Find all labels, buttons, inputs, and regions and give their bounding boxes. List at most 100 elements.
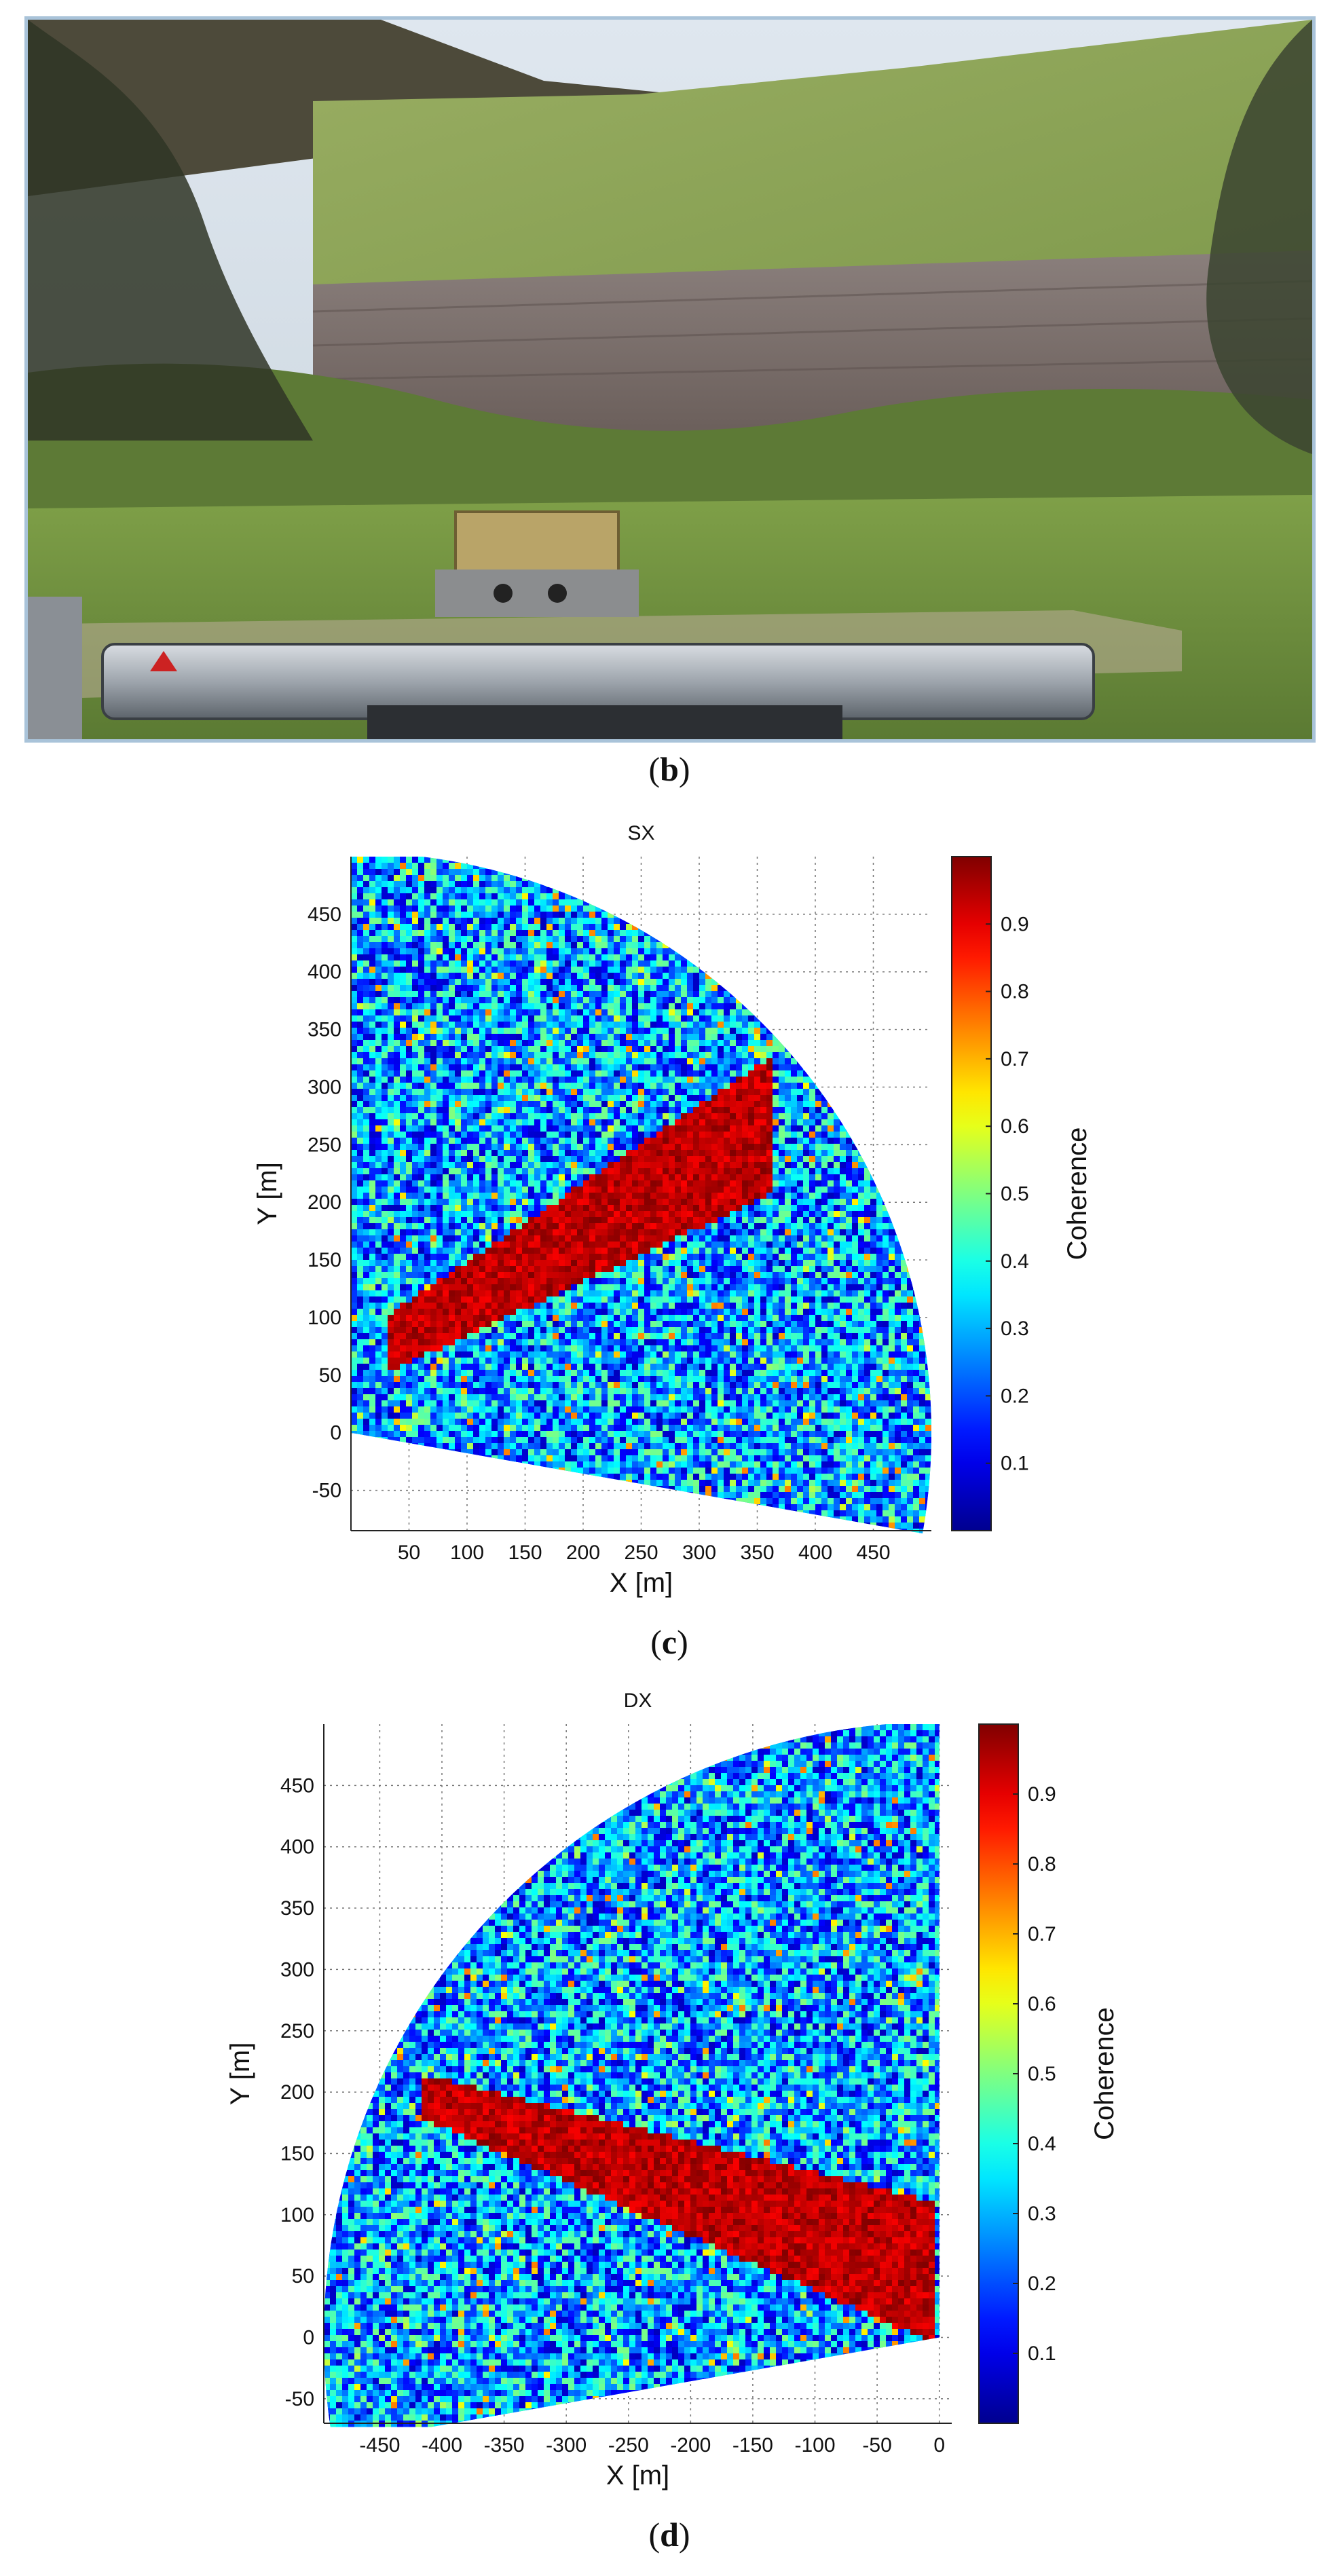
coherence-cell	[589, 979, 596, 986]
coherence-cell	[840, 1028, 847, 1034]
coherence-cell	[357, 1132, 364, 1138]
coherence-cell	[473, 1034, 480, 1041]
coherence-cell	[388, 1125, 394, 1132]
coherence-cell	[724, 893, 730, 900]
coherence-cell	[546, 906, 553, 912]
coherence-cell	[742, 997, 749, 1004]
coherence-cell	[375, 1070, 382, 1077]
coherence-cell	[852, 1095, 859, 1102]
coherence-cell	[583, 1119, 590, 1126]
coherence-cell	[443, 1022, 449, 1028]
coherence-cell	[711, 1009, 718, 1016]
coherence-cell	[742, 1168, 749, 1175]
coherence-cell	[699, 1077, 706, 1083]
coherence-cell	[766, 1009, 773, 1016]
coherence-cell	[876, 1125, 883, 1132]
coherence-cell	[406, 1046, 413, 1053]
coherence-cell	[650, 1077, 657, 1083]
coherence-cell	[504, 1144, 510, 1151]
coherence-cell	[577, 893, 584, 900]
coherence-cell	[388, 1046, 394, 1053]
coherence-cell	[644, 973, 651, 979]
coherence-cell	[363, 918, 370, 925]
coherence-cell	[773, 875, 779, 882]
coherence-cell	[638, 1058, 645, 1065]
coherence-cell	[913, 979, 920, 986]
coherence-cell	[711, 906, 718, 912]
coherence-cell	[675, 1107, 682, 1114]
coherence-cell	[369, 1089, 376, 1096]
coherence-cell	[565, 1052, 572, 1059]
coherence-cell	[760, 1156, 767, 1163]
coherence-cell	[522, 1144, 529, 1151]
coherence-cell	[736, 1064, 743, 1071]
coherence-cell	[614, 1119, 620, 1126]
coherence-cell	[663, 1003, 669, 1010]
coherence-cell	[473, 960, 480, 967]
coherence-cell	[589, 1125, 596, 1132]
coherence-cell	[895, 857, 902, 863]
coherence-cell	[644, 942, 651, 949]
coherence-cell	[510, 1077, 517, 1083]
coherence-cell	[846, 1107, 853, 1114]
coherence-cell	[583, 912, 590, 918]
coherence-cell	[803, 930, 810, 937]
coherence-cell	[693, 1107, 700, 1114]
coherence-cell	[375, 1003, 382, 1010]
coherence-cell	[687, 1046, 694, 1053]
coherence-cell	[815, 869, 822, 876]
coherence-cell	[479, 1034, 486, 1041]
coherence-cell	[669, 985, 675, 992]
coherence-cell	[656, 1113, 663, 1120]
coherence-cell	[595, 887, 602, 894]
coherence-cell	[632, 924, 639, 931]
coherence-cell	[724, 936, 730, 943]
coherence-cell	[485, 918, 492, 925]
coherence-cell	[895, 936, 902, 943]
coherence-cell	[895, 887, 902, 894]
coherence-cell	[693, 960, 700, 967]
coherence-cell	[388, 991, 394, 998]
coherence-cell	[577, 1150, 584, 1157]
coherence-cell	[491, 899, 498, 906]
coherence-cell	[436, 857, 443, 863]
coherence-cell	[553, 1009, 559, 1016]
coherence-cell	[516, 948, 523, 955]
coherence-cell	[791, 1125, 798, 1132]
coherence-cell	[626, 1070, 633, 1077]
coherence-cell	[644, 1009, 651, 1016]
coherence-cell	[455, 960, 462, 967]
coherence-cell	[656, 1070, 663, 1077]
coherence-cell	[382, 1144, 388, 1151]
coherence-cell	[925, 912, 931, 918]
coherence-cell	[797, 1009, 804, 1016]
coherence-cell	[687, 1009, 694, 1016]
coherence-cell	[528, 991, 535, 998]
coherence-cell	[485, 948, 492, 955]
coherence-cell	[559, 997, 565, 1004]
coherence-cell	[351, 906, 358, 912]
coherence-cell	[760, 1022, 767, 1028]
coherence-cell	[791, 1046, 798, 1053]
coherence-cell	[540, 918, 547, 925]
coherence-cell	[571, 1144, 578, 1151]
coherence-cell	[638, 1052, 645, 1059]
coherence-cell	[834, 991, 840, 998]
coherence-cell	[553, 1150, 559, 1157]
coherence-cell	[711, 991, 718, 998]
coherence-cell	[479, 857, 486, 863]
coherence-cell	[443, 863, 449, 870]
coherence-cell	[626, 954, 633, 961]
coherence-cell	[876, 985, 883, 992]
coherence-cell	[528, 1156, 535, 1163]
coherence-cell	[357, 991, 364, 998]
coherence-cell	[351, 1113, 358, 1120]
coherence-cell	[351, 936, 358, 943]
coherence-cell	[443, 1015, 449, 1022]
coherence-cell	[571, 1132, 578, 1138]
coherence-cell	[449, 875, 456, 882]
coherence-cell	[595, 985, 602, 992]
coherence-cell	[650, 1168, 657, 1175]
coherence-cell	[840, 954, 847, 961]
coherence-cell	[436, 1168, 443, 1175]
